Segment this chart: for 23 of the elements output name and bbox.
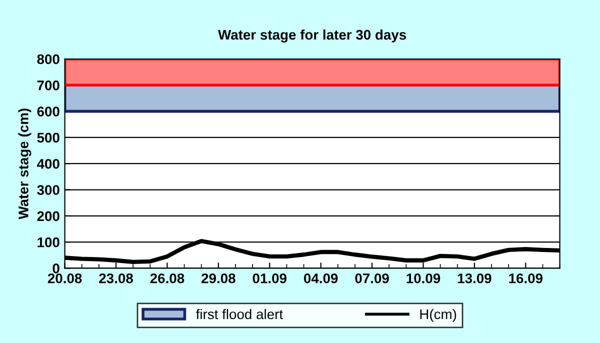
y-tick-label: 800	[37, 54, 60, 64]
legend-label: first flood alert	[196, 308, 283, 320]
legend-label: H(cm)	[420, 308, 456, 322]
y-tick-label: 100	[38, 237, 60, 248]
chart-title: Water stage for later 30 days	[218, 29, 406, 42]
x-tick-label: 07.09	[355, 273, 389, 284]
x-tick-label: 13.09	[458, 273, 492, 284]
x-tick-label: 01.09	[252, 273, 286, 284]
y-tick-label: 200	[37, 211, 60, 222]
y-tick-label: 300	[37, 185, 60, 195]
x-tick-label: 10.09	[406, 273, 440, 284]
x-tick-label: 26.08	[150, 273, 184, 284]
x-tick-label: 04.09	[304, 273, 338, 284]
x-tick-label: 29.08	[202, 273, 236, 284]
x-tick-label: 20.08	[48, 273, 82, 284]
y-tick-label: 0	[52, 264, 60, 274]
y-tick-label: 400	[36, 158, 60, 169]
y-tick-label: 500	[37, 132, 60, 143]
y-axis-title: Water stage (cm)	[18, 108, 32, 220]
x-tick-label: 16.09	[509, 273, 543, 284]
x-tick-label: 23.08	[99, 273, 133, 284]
y-tick-label: 600	[37, 106, 60, 116]
y-tick-label: 700	[37, 80, 60, 90]
